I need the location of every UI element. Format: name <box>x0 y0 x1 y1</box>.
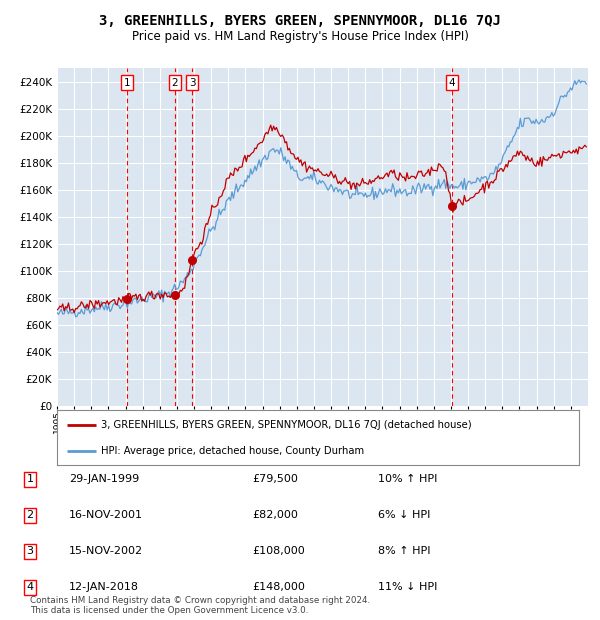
Text: 3: 3 <box>188 78 195 87</box>
Text: 4: 4 <box>448 78 455 87</box>
Text: Contains HM Land Registry data © Crown copyright and database right 2024.
This d: Contains HM Land Registry data © Crown c… <box>30 596 370 615</box>
Text: HPI: Average price, detached house, County Durham: HPI: Average price, detached house, Coun… <box>101 446 364 456</box>
Text: 2: 2 <box>26 510 34 520</box>
Text: £79,500: £79,500 <box>252 474 298 484</box>
Text: £108,000: £108,000 <box>252 546 305 556</box>
Text: 4: 4 <box>26 582 34 592</box>
Text: 10% ↑ HPI: 10% ↑ HPI <box>378 474 437 484</box>
Text: £148,000: £148,000 <box>252 582 305 592</box>
Text: 3, GREENHILLS, BYERS GREEN, SPENNYMOOR, DL16 7QJ (detached house): 3, GREENHILLS, BYERS GREEN, SPENNYMOOR, … <box>101 420 472 430</box>
Text: 11% ↓ HPI: 11% ↓ HPI <box>378 582 437 592</box>
Text: 3: 3 <box>26 546 34 556</box>
Text: 1: 1 <box>26 474 34 484</box>
Text: £82,000: £82,000 <box>252 510 298 520</box>
Text: 1: 1 <box>124 78 130 87</box>
Text: Price paid vs. HM Land Registry's House Price Index (HPI): Price paid vs. HM Land Registry's House … <box>131 30 469 43</box>
Text: 15-NOV-2002: 15-NOV-2002 <box>69 546 143 556</box>
Text: 29-JAN-1999: 29-JAN-1999 <box>69 474 139 484</box>
Text: 12-JAN-2018: 12-JAN-2018 <box>69 582 139 592</box>
Text: 8% ↑ HPI: 8% ↑ HPI <box>378 546 431 556</box>
Text: 2: 2 <box>172 78 178 87</box>
Text: 16-NOV-2001: 16-NOV-2001 <box>69 510 143 520</box>
Text: 3, GREENHILLS, BYERS GREEN, SPENNYMOOR, DL16 7QJ: 3, GREENHILLS, BYERS GREEN, SPENNYMOOR, … <box>99 14 501 28</box>
Text: 6% ↓ HPI: 6% ↓ HPI <box>378 510 430 520</box>
